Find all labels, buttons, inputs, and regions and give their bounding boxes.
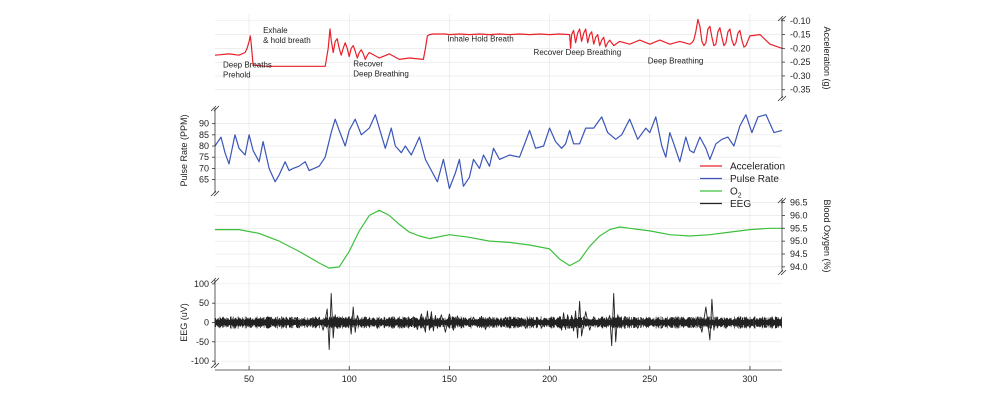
x-tick-label: 200 [542, 374, 557, 384]
acceleration-series-line [214, 18, 783, 67]
phase-annotation: Exhale & hold breath [263, 26, 311, 45]
oxygen-y-tick-label: 95.0 [790, 236, 808, 246]
oxygen-y-tick-label: 96.0 [790, 210, 808, 220]
pulse-y-tick-label: 70 [199, 163, 209, 173]
series-layer [214, 18, 783, 350]
axis-layer: -0.10 -0.15 -0.20 -0.25 -0.30 -0.35 Accelerati… [179, 15, 832, 384]
oxygen-y-tick-label: 96.5 [790, 198, 808, 208]
acceleration-y-tick-label: -0.10 [790, 16, 811, 26]
oxygen-y-tick-label: 94.5 [790, 249, 808, 259]
eeg-y-tick-label: -50 [196, 337, 209, 347]
eeg-axis-break [210, 362, 220, 369]
pulse-y-axis-title: Pulse Rate (PPM) [179, 114, 189, 186]
eeg-y-axis-title: EEG (uV) [179, 303, 189, 342]
eeg-y-tick-label: 50 [199, 298, 209, 308]
x-tick-label: 100 [342, 374, 357, 384]
pulse-y-tick-label: 90 [199, 119, 209, 129]
eeg-y-tick-label: 0 [204, 318, 209, 328]
legend-label: Acceleration [730, 162, 785, 173]
pulse-series-line [214, 114, 783, 190]
phase-annotation: Deep Breathing [648, 57, 704, 66]
pulse-y-tick-label: 80 [199, 141, 209, 151]
acceleration-y-tick-label: -0.25 [790, 57, 811, 67]
oxygen-y-axis-title: Blood Oxygen (%) [822, 199, 832, 272]
pulse-y-tick-label: 65 [199, 175, 209, 185]
x-tick-label: 300 [742, 374, 757, 384]
eeg-y-tick-label: -100 [191, 356, 209, 366]
eeg-y-tick-label: 100 [194, 279, 209, 289]
pulse-y-tick-label: 85 [199, 130, 209, 140]
x-tick-label: 250 [642, 374, 657, 384]
oxygen-y-tick-label: 95.5 [790, 223, 808, 233]
oxygen-axis-break [777, 197, 787, 204]
grid-layer [215, 14, 782, 370]
oxygen-series-line [215, 209, 782, 269]
x-tick-label: 150 [442, 374, 457, 384]
annotation-layer: Deep Breaths Prehold Exhale & hold breath Re… [223, 26, 703, 79]
phase-annotation: Inhale Hold Breath [447, 34, 513, 43]
acceleration-y-axis-title: Acceleration (g) [822, 26, 832, 89]
x-tick-label: 50 [244, 374, 254, 384]
acceleration-y-tick-label: -0.30 [790, 71, 811, 81]
pulse-axis-break [210, 105, 220, 112]
oxygen-axis-break [777, 269, 787, 276]
phase-annotation: Recover Deep Breathing [353, 59, 409, 78]
pulse-y-tick-label: 75 [199, 152, 209, 162]
legend-label: Pulse Rate [730, 174, 779, 185]
oxygen-y-tick-label: 94.0 [790, 262, 808, 272]
phase-annotation: Recover Deep Breathing [534, 48, 622, 57]
legend-label: EEG [730, 199, 751, 210]
phase-annotation: Deep Breaths Prehold [223, 61, 272, 80]
legend-label: O2 [730, 187, 742, 200]
eeg-axis-break [210, 277, 220, 284]
acceleration-y-tick-label: -0.15 [790, 30, 811, 40]
acceleration-y-tick-label: -0.20 [790, 43, 811, 53]
acceleration-y-tick-label: -0.35 [790, 85, 811, 95]
pulse-axis-break [210, 190, 220, 197]
acceleration-axis-break [777, 15, 787, 22]
acceleration-axis-break [777, 95, 787, 102]
